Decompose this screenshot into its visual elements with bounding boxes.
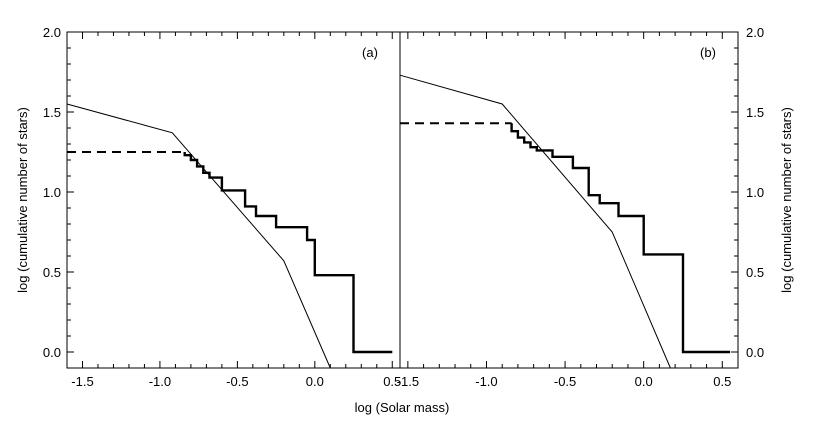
y-tick-label-right: 0.0 bbox=[746, 345, 764, 360]
x-tick-label: -1.0 bbox=[149, 374, 171, 389]
panel-label-a: (a) bbox=[362, 45, 378, 60]
plot-frame-b bbox=[399, 31, 739, 369]
power-law-line bbox=[399, 74, 671, 369]
y-tick-label-right: 1.5 bbox=[746, 105, 764, 120]
x-tick-label: -0.5 bbox=[226, 374, 248, 389]
axes-layer bbox=[66, 31, 739, 369]
x-tick-label: -1.5 bbox=[397, 374, 419, 389]
y-tick-label-right: 2.0 bbox=[746, 25, 764, 40]
y-axis-title-right: log (cumulative number of stars) bbox=[779, 107, 794, 293]
x-axis-title: log (Solar mass) bbox=[355, 400, 450, 415]
x-tick-label: 0.0 bbox=[306, 374, 324, 389]
text-layer: -1.5 -1.0 -0.5 0.0 0.5 (a) -1.5 -1.0 -0.5 0.0 0.5 (… bbox=[15, 25, 794, 415]
y-tick-label-left: 2.0 bbox=[43, 25, 61, 40]
y-tick-label-left: 1.0 bbox=[43, 185, 61, 200]
x-tick-label: 0.5 bbox=[383, 374, 401, 389]
y-tick-label-left: 1.5 bbox=[43, 105, 61, 120]
y-tick-label-left: 0.5 bbox=[43, 265, 61, 280]
cumulative-step-line bbox=[510, 123, 731, 354]
y-tick-label-left: 0.0 bbox=[43, 345, 61, 360]
cumulative-step-line bbox=[183, 152, 393, 354]
x-tick-label: -0.5 bbox=[554, 374, 576, 389]
data-layer bbox=[66, 74, 731, 369]
x-tick-label: -1.0 bbox=[475, 374, 497, 389]
panel-label-b: (b) bbox=[700, 45, 716, 60]
x-tick-label: 0.5 bbox=[713, 374, 731, 389]
x-tick-label: -1.5 bbox=[71, 374, 93, 389]
power-law-line bbox=[66, 103, 331, 369]
y-tick-label-right: 0.5 bbox=[746, 265, 764, 280]
plot-frame-a bbox=[66, 31, 401, 369]
y-axis-title-left: log (cumulative number of stars) bbox=[15, 107, 30, 293]
y-tick-label-right: 1.0 bbox=[746, 185, 764, 200]
x-tick-label: 0.0 bbox=[635, 374, 653, 389]
